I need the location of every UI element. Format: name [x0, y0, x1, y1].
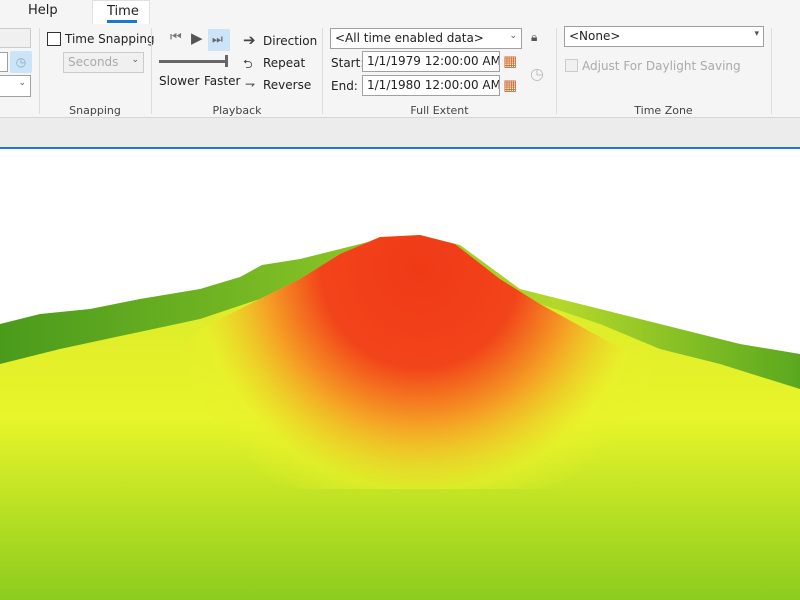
speed-slider-track[interactable]	[159, 60, 227, 63]
tab-time-label: Time	[107, 4, 139, 19]
active-view-indicator	[0, 147, 800, 149]
calendar-icon[interactable]: ▦	[503, 52, 518, 70]
daylight-saving-checkbox[interactable]	[565, 59, 578, 72]
end-label: End:	[331, 79, 358, 93]
daylight-saving-label: Adjust For Daylight Saving	[582, 59, 741, 73]
group-label-time-zone: Time Zone	[634, 104, 693, 117]
snapping-unit-value: Seconds	[68, 55, 119, 69]
ribbon-tabs: Help Time	[0, 0, 800, 24]
arrow-right-icon: ➔	[243, 31, 256, 49]
clock-extent-icon[interactable]: ◷	[530, 64, 544, 83]
terrain-peak	[80, 235, 720, 489]
map-3d-scene[interactable]	[0, 149, 800, 600]
repeat-button[interactable]: Repeat	[263, 56, 306, 70]
spinner-input[interactable]	[0, 28, 31, 48]
speed-slider-thumb[interactable]	[225, 55, 228, 67]
snapping-unit-select[interactable]: Seconds ⌄	[63, 52, 144, 73]
partial-dropdown[interactable]	[0, 52, 8, 72]
tab-help[interactable]: Help	[28, 3, 58, 18]
reverse-icon: ⇁	[245, 77, 256, 91]
direction-button[interactable]: Direction	[263, 34, 318, 48]
previous-icon[interactable]: ⏮	[170, 30, 182, 45]
group-label-snapping: Snapping	[69, 104, 121, 117]
ribbon: ◷ ⌄ Time Snapping Seconds ⌄ Snapping ⏮ ▶ …	[0, 24, 800, 118]
end-input[interactable]: 1/1/1980 12:00:00 AM	[362, 75, 500, 96]
group-label-full-extent: Full Extent	[410, 104, 469, 117]
extent-source-select[interactable]: <All time enabled data> ⌄	[330, 28, 522, 49]
slower-label: Slower	[159, 74, 200, 88]
view-tab-bar	[0, 118, 800, 147]
time-zone-value: <None>	[569, 29, 621, 43]
clock-icon[interactable]: ◷	[10, 51, 32, 73]
active-tab-indicator	[107, 20, 137, 23]
faster-label: Faster	[204, 74, 241, 88]
time-zone-select[interactable]: <None> ▾	[564, 26, 764, 47]
lock-icon[interactable]: 🔒︎	[531, 30, 538, 44]
start-label: Start:	[331, 56, 365, 70]
calendar-icon[interactable]: ▦	[503, 76, 518, 94]
end-value: 1/1/1980 12:00:00 AM	[367, 78, 500, 92]
extent-source-value: <All time enabled data>	[335, 31, 484, 45]
reverse-button[interactable]: Reverse	[263, 78, 312, 92]
start-input[interactable]: 1/1/1979 12:00:00 AM	[362, 51, 500, 72]
group-label-playback: Playback	[212, 104, 262, 117]
tab-time[interactable]: Time	[92, 0, 150, 24]
next-icon: ⏭	[212, 32, 223, 46]
repeat-icon: ⮌	[243, 57, 253, 71]
play-icon[interactable]: ▶	[191, 29, 203, 47]
start-value: 1/1/1979 12:00:00 AM	[367, 54, 500, 68]
time-snapping-checkbox[interactable]	[47, 32, 61, 46]
next-button[interactable]: ⏭	[208, 29, 230, 51]
partial-select[interactable]: ⌄	[0, 75, 31, 97]
time-snapping-label: Time Snapping	[65, 32, 155, 46]
